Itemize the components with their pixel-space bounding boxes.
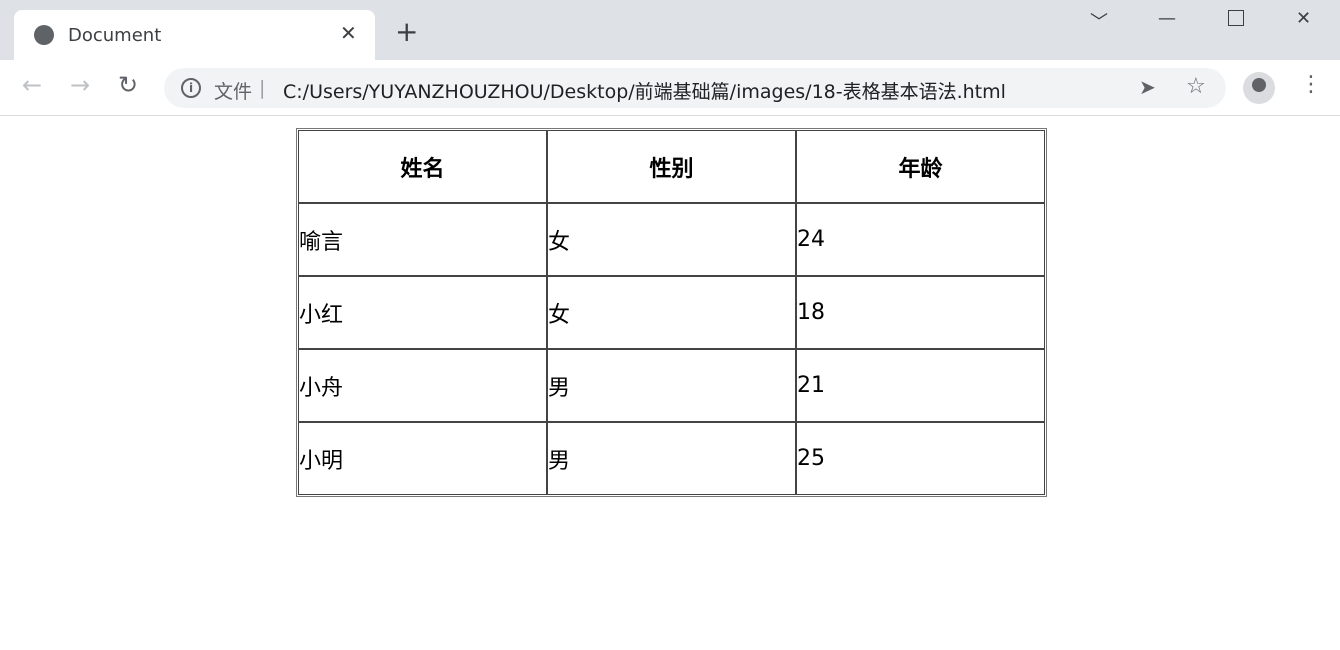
- address-scheme: 文件: [214, 81, 253, 103]
- tab-search-icon[interactable]: ﹀: [1090, 12, 1108, 33]
- separator: |: [259, 77, 266, 99]
- close-tab-icon[interactable]: ✕: [340, 21, 357, 45]
- cell-age: 24: [796, 203, 1045, 276]
- maximize-button[interactable]: [1228, 10, 1244, 26]
- star-icon[interactable]: ☆: [1186, 74, 1206, 99]
- menu-icon[interactable]: ⋮: [1300, 72, 1322, 97]
- cell-age: 21: [796, 349, 1045, 422]
- header-name: 姓名: [298, 130, 547, 203]
- minimize-button[interactable]: —: [1158, 8, 1176, 29]
- cell-gender: 女: [547, 203, 796, 276]
- table-row: 小舟 男 21: [298, 349, 1045, 422]
- header-age: 年龄: [796, 130, 1045, 203]
- cell-name: 小明: [298, 422, 547, 495]
- cell-name: 喻言: [298, 203, 547, 276]
- table-row: 小明 男 25: [298, 422, 1045, 495]
- info-icon[interactable]: i: [181, 78, 201, 98]
- cell-age: 18: [796, 276, 1045, 349]
- forward-button[interactable]: →: [70, 71, 91, 99]
- header-row: 姓名 性别 年龄: [298, 130, 1045, 203]
- table-row: 喻言 女 24: [298, 203, 1045, 276]
- people-table: 姓名 性别 年龄 喻言 女 24 小红 女 18 小舟 男 21 小明 男 25: [296, 128, 1047, 497]
- cell-name: 小舟: [298, 349, 547, 422]
- url-text[interactable]: C:/Users/YUYANZHOUZHOU/Desktop/前端基础篇/ima…: [283, 81, 1006, 103]
- table-row: 小红 女 18: [298, 276, 1045, 349]
- send-icon[interactable]: ➤: [1139, 75, 1156, 99]
- browser-tab[interactable]: Document ✕: [14, 10, 375, 60]
- cell-gender: 男: [547, 422, 796, 495]
- cell-name: 小红: [298, 276, 547, 349]
- tab-strip: Document ✕ + ﹀ — ✕: [0, 0, 1340, 60]
- cell-age: 25: [796, 422, 1045, 495]
- globe-icon: [34, 25, 54, 45]
- tab-title: Document: [68, 25, 162, 46]
- address-bar[interactable]: i 文件 | C:/Users/YUYANZHOUZHOU/Desktop/前端…: [164, 68, 1226, 108]
- profile-avatar[interactable]: [1243, 72, 1275, 104]
- reload-button[interactable]: ↻: [118, 71, 139, 99]
- cell-gender: 男: [547, 349, 796, 422]
- cell-gender: 女: [547, 276, 796, 349]
- toolbar: ← → ↻ i 文件 | C:/Users/YUYANZHOUZHOU/Desk…: [0, 60, 1340, 116]
- header-gender: 性别: [547, 130, 796, 203]
- new-tab-button[interactable]: +: [395, 15, 419, 48]
- back-button[interactable]: ←: [22, 71, 43, 99]
- close-window-button[interactable]: ✕: [1296, 8, 1312, 29]
